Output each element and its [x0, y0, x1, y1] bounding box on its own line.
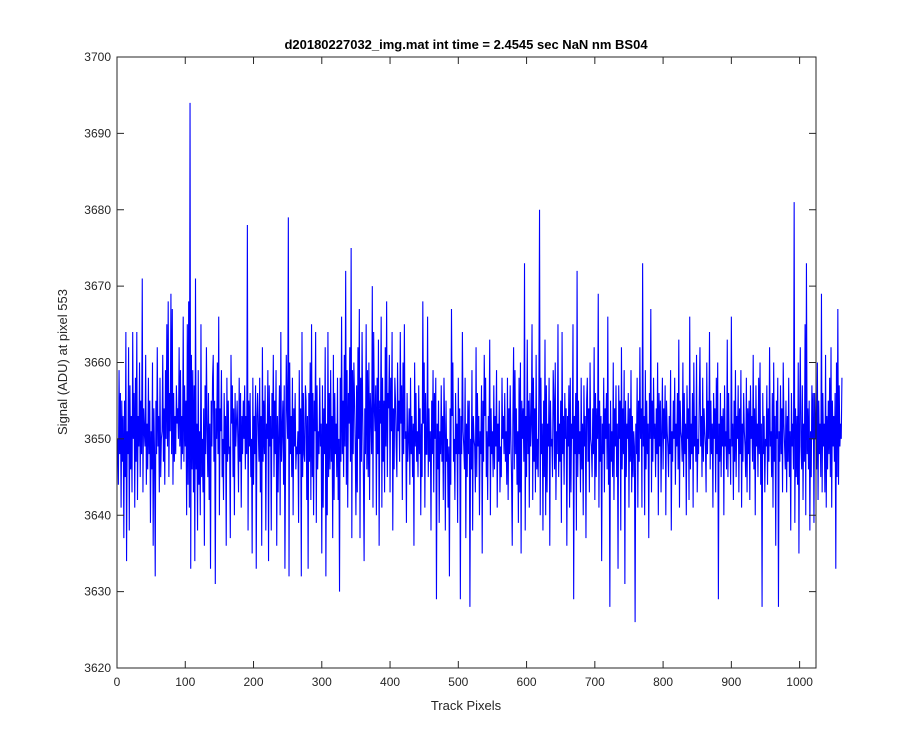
y-axis-label: Signal (ADU) at pixel 553 — [55, 289, 70, 435]
x-tick-label: 200 — [244, 675, 264, 689]
y-tick-label: 3660 — [84, 356, 111, 370]
y-tick-label: 3700 — [84, 50, 111, 64]
x-tick-label: 0 — [114, 675, 121, 689]
y-tick-label: 3670 — [84, 279, 111, 293]
x-tick-label: 600 — [517, 675, 537, 689]
y-tick-label: 3680 — [84, 203, 111, 217]
y-tick-label: 3630 — [84, 585, 111, 599]
x-tick-label: 500 — [448, 675, 468, 689]
y-tick-label: 3640 — [84, 508, 111, 522]
x-tick-label: 1000 — [786, 675, 813, 689]
series-layer — [117, 102, 843, 623]
x-tick-label: 300 — [312, 675, 332, 689]
x-tick-label: 400 — [380, 675, 400, 689]
ticks-layer: 0 100 200 300 400 500 600 700 800 900 1000 3620 3630… — [84, 50, 816, 689]
x-tick-label: 100 — [175, 675, 195, 689]
x-tick-label: 700 — [585, 675, 605, 689]
chart-title: d20180227032_img.mat int time = 2.4545 s… — [284, 37, 648, 52]
x-tick-label: 900 — [721, 675, 741, 689]
x-tick-label: 800 — [653, 675, 673, 689]
y-tick-label: 3620 — [84, 661, 111, 675]
plot-area-background — [117, 57, 816, 668]
y-tick-label: 3650 — [84, 432, 111, 446]
x-axis-label: Track Pixels — [431, 698, 502, 713]
series-line — [117, 102, 843, 623]
y-tick-label: 3690 — [84, 126, 111, 140]
